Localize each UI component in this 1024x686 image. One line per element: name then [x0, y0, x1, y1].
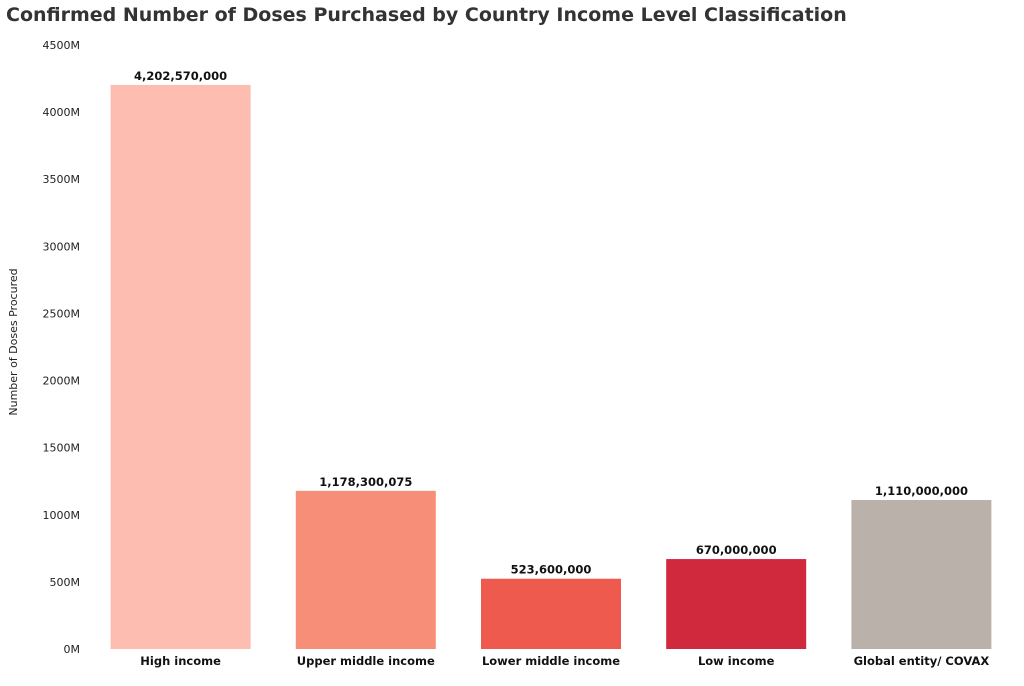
y-axis-ticks: 0M 500M 1000M 1500M 2000M 2500M 3000M 3500M 4000…	[43, 39, 81, 656]
x-tick-label: High income	[140, 654, 221, 668]
bar-value-label: 4,202,570,000	[134, 69, 227, 83]
bar	[481, 578, 621, 649]
bar	[110, 84, 251, 650]
y-tick-label: 0M	[64, 643, 81, 656]
bar	[295, 490, 436, 649]
bar-value-label: 1,178,300,075	[319, 475, 412, 489]
x-axis-labels: High income Upper middle income Lower midd…	[140, 654, 989, 668]
y-tick-label: 2500M	[43, 307, 81, 320]
y-tick-label: 3000M	[43, 240, 81, 253]
bars	[110, 84, 992, 650]
bar-value-label: 1,110,000,000	[875, 484, 968, 498]
y-axis-label: Number of Doses Procured	[7, 268, 20, 415]
bar	[666, 559, 807, 649]
x-tick-label: Lower middle income	[482, 654, 620, 668]
y-tick-label: 3500M	[43, 173, 81, 186]
y-tick-label: 4500M	[43, 39, 81, 52]
x-tick-label: Low income	[698, 654, 775, 668]
y-tick-label: 500M	[50, 576, 81, 589]
y-tick-label: 4000M	[43, 106, 81, 119]
x-tick-label: Global entity/ COVAX	[854, 654, 990, 668]
chart-title: Confirmed Number of Doses Purchased by C…	[6, 4, 847, 26]
bar	[851, 500, 992, 649]
bar-value-label: 670,000,000	[696, 543, 777, 557]
data-labels: 4,202,570,000 1,178,300,075 523,600,000 670…	[134, 69, 968, 577]
y-tick-label: 1000M	[43, 509, 81, 522]
bar-value-label: 523,600,000	[511, 563, 592, 577]
y-tick-label: 1500M	[43, 442, 81, 455]
x-tick-label: Upper middle income	[297, 654, 435, 668]
y-tick-label: 2000M	[43, 375, 81, 388]
